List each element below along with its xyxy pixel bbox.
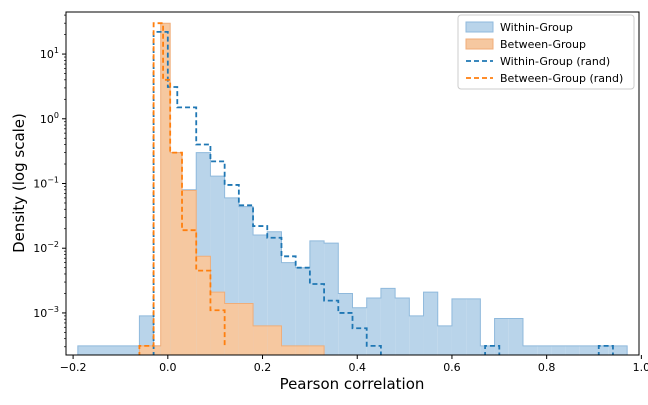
y-tick-base: 10 bbox=[33, 307, 47, 320]
hist-bin bbox=[551, 345, 566, 355]
hist-bin bbox=[281, 262, 296, 355]
hist-bin bbox=[295, 267, 310, 355]
hist-bin bbox=[480, 345, 495, 355]
hist-bin bbox=[451, 298, 467, 355]
hist-bin bbox=[423, 292, 438, 355]
y-tick-label: 101 bbox=[40, 46, 59, 61]
hist-bin bbox=[522, 345, 538, 355]
hist-bin bbox=[508, 318, 523, 355]
hist-bin bbox=[196, 256, 211, 355]
hist-bin bbox=[579, 345, 595, 355]
y-tick-base: 10 bbox=[40, 113, 54, 126]
legend-label: Between-Group (rand) bbox=[500, 72, 623, 85]
hist-bin bbox=[77, 345, 140, 355]
hist-bin bbox=[352, 307, 367, 355]
y-tick-exponent: −1 bbox=[47, 176, 59, 185]
hist-bin bbox=[153, 345, 161, 355]
step-line-segment bbox=[484, 344, 501, 355]
y-tick-exponent: 0 bbox=[54, 111, 59, 120]
y-tick-exponent: −2 bbox=[47, 240, 59, 249]
hist-bin bbox=[309, 345, 325, 355]
hist-bin bbox=[281, 345, 296, 355]
hist-bin bbox=[324, 243, 339, 355]
legend-label: Within-Group (rand) bbox=[500, 55, 610, 68]
hist-bin bbox=[160, 23, 171, 355]
hist-bin bbox=[565, 345, 580, 355]
hist-bin bbox=[366, 298, 381, 355]
x-tick-label: 0.0 bbox=[159, 361, 177, 374]
step-line bbox=[138, 22, 226, 355]
hist-bin bbox=[210, 292, 225, 355]
hist-bin bbox=[295, 345, 310, 355]
x-tick-label: −0.2 bbox=[60, 361, 87, 374]
hist-bin bbox=[182, 190, 197, 355]
hist-bin bbox=[267, 325, 282, 355]
x-tick-label: 0.2 bbox=[254, 361, 272, 374]
x-tick-label: 0.6 bbox=[443, 361, 461, 374]
legend: Within-Group Between-Group Within-Group (r… bbox=[457, 14, 635, 90]
y-tick-base: 10 bbox=[33, 178, 47, 191]
x-tick-label: 1.0 bbox=[633, 361, 648, 374]
hist-bin bbox=[309, 240, 325, 355]
legend-label: Within-Group bbox=[500, 21, 573, 34]
hist-bin bbox=[594, 345, 609, 355]
series-within-group-rand- bbox=[152, 31, 614, 355]
hist-bin bbox=[224, 303, 239, 355]
x-tick-label: 0.4 bbox=[348, 361, 366, 374]
y-tick-label: 10−1 bbox=[33, 176, 59, 191]
hist-outline bbox=[77, 152, 628, 355]
legend-swatch bbox=[465, 38, 494, 50]
y-tick-label: 100 bbox=[40, 111, 59, 126]
series-between-group-rand- bbox=[138, 22, 226, 355]
hist-bin bbox=[437, 325, 452, 355]
hist-bin bbox=[139, 345, 154, 355]
hist-bin bbox=[537, 345, 552, 355]
plot-area bbox=[77, 22, 628, 355]
step-line bbox=[152, 31, 382, 355]
step-line-segment bbox=[597, 344, 614, 355]
y-tick-base: 10 bbox=[33, 242, 47, 255]
hist-bin bbox=[466, 298, 481, 355]
x-axis: −0.2 0.0 0.2 0.4 0.6 0.8 1.0 bbox=[60, 355, 648, 374]
hist-bin bbox=[253, 235, 268, 355]
hist-bin bbox=[608, 345, 628, 355]
x-axis-label: Pearson correlation bbox=[280, 375, 425, 393]
legend-label: Between-Group bbox=[500, 38, 586, 51]
hist-bin bbox=[139, 315, 154, 355]
hist-bin bbox=[267, 231, 282, 355]
hist-bin bbox=[409, 315, 424, 355]
y-tick-base: 10 bbox=[40, 48, 54, 61]
x-tick-label: 0.8 bbox=[538, 361, 556, 374]
legend-swatch bbox=[465, 21, 494, 33]
y-tick-label: 10−2 bbox=[33, 240, 59, 255]
hist-bin bbox=[395, 298, 410, 355]
hist-bin bbox=[253, 325, 268, 355]
hist-bin bbox=[380, 288, 396, 355]
hist-bin bbox=[338, 293, 353, 355]
y-tick-exponent: −3 bbox=[47, 305, 59, 314]
y-tick-exponent: 1 bbox=[54, 46, 59, 55]
hist-bin bbox=[170, 152, 183, 355]
legend-box bbox=[457, 14, 635, 90]
y-tick-label: 10−3 bbox=[33, 305, 59, 320]
hist-bin bbox=[238, 303, 254, 355]
y-axis-label: Density (log scale) bbox=[10, 113, 28, 253]
